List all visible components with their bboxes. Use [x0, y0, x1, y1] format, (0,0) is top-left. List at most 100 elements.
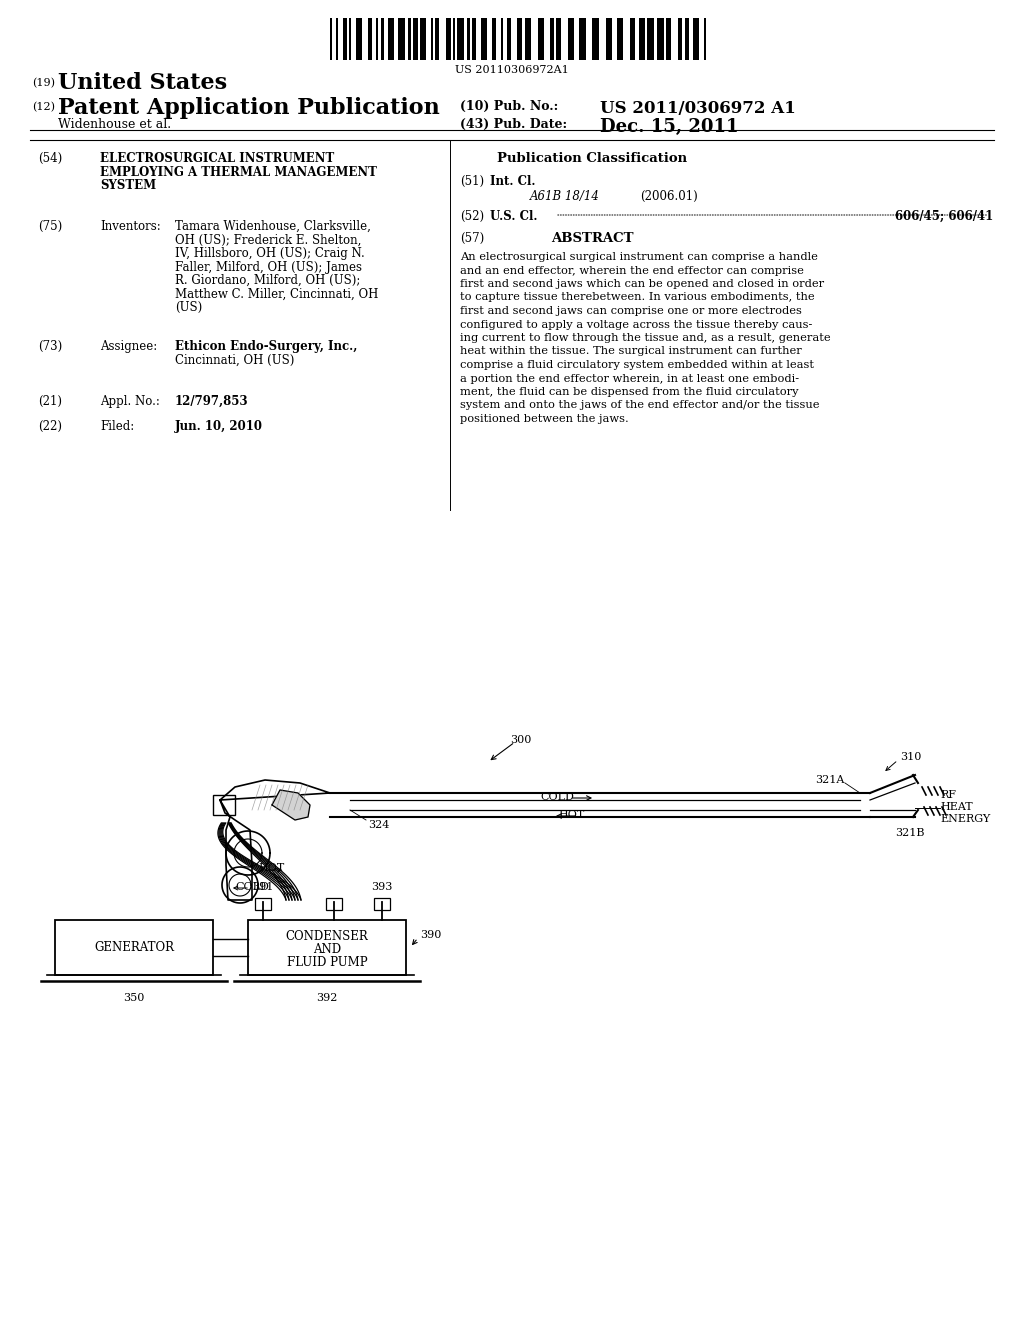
Text: ABSTRACT: ABSTRACT	[551, 232, 633, 246]
Bar	[255, 898, 271, 909]
Text: 390: 390	[420, 931, 441, 940]
Bar	[349, 18, 351, 59]
Bar	[376, 18, 378, 59]
Bar	[568, 18, 574, 59]
Text: 606/45; 606/41: 606/45; 606/41	[895, 210, 993, 223]
Bar	[55, 920, 213, 975]
Text: Dec. 15, 2011: Dec. 15, 2011	[600, 117, 738, 136]
Text: Publication Classification: Publication Classification	[497, 152, 687, 165]
Bar	[368, 18, 372, 59]
Text: 300: 300	[510, 735, 531, 744]
Text: 350: 350	[123, 993, 144, 1003]
Bar	[343, 18, 347, 59]
Bar	[685, 18, 689, 59]
Text: ELECTROSURGICAL INSTRUMENT: ELECTROSURGICAL INSTRUMENT	[100, 152, 334, 165]
Bar	[381, 18, 384, 59]
Bar	[398, 18, 406, 59]
Bar	[213, 795, 234, 814]
Bar	[492, 18, 496, 59]
Text: A61B 18/14: A61B 18/14	[530, 190, 600, 203]
Bar	[501, 18, 503, 59]
Bar	[431, 18, 433, 59]
Text: OH (US); Frederick E. Shelton,: OH (US); Frederick E. Shelton,	[175, 234, 361, 247]
Text: Widenhouse et al.: Widenhouse et al.	[58, 117, 171, 131]
Text: system and onto the jaws of the end effector and/or the tissue: system and onto the jaws of the end effe…	[460, 400, 819, 411]
Bar	[639, 18, 645, 59]
Text: GENERATOR: GENERATOR	[94, 941, 174, 954]
Text: HOT: HOT	[558, 810, 585, 820]
Text: Appl. No.:: Appl. No.:	[100, 395, 160, 408]
Text: Matthew C. Miller, Cincinnati, OH: Matthew C. Miller, Cincinnati, OH	[175, 288, 379, 301]
Text: (75): (75)	[38, 220, 62, 234]
Text: (19): (19)	[32, 78, 55, 88]
Text: US 2011/0306972 A1: US 2011/0306972 A1	[600, 100, 796, 117]
Bar	[693, 18, 699, 59]
Text: first and second jaws which can be opened and closed in order: first and second jaws which can be opene…	[460, 279, 824, 289]
Text: COLD: COLD	[234, 882, 269, 892]
Text: 321A: 321A	[816, 775, 845, 785]
Text: HOT: HOT	[258, 863, 285, 873]
Bar	[374, 898, 389, 909]
Bar	[330, 18, 332, 59]
Text: Filed:: Filed:	[100, 420, 134, 433]
Bar	[538, 18, 544, 59]
Text: US 20110306972A1: US 20110306972A1	[455, 65, 569, 75]
Bar	[556, 18, 561, 59]
Text: (21): (21)	[38, 395, 62, 408]
Bar	[356, 18, 362, 59]
Text: (73): (73)	[38, 341, 62, 352]
Bar	[592, 18, 599, 59]
Text: (10) Pub. No.:: (10) Pub. No.:	[460, 100, 558, 114]
Bar	[435, 18, 439, 59]
Text: 324: 324	[368, 820, 389, 830]
Bar	[388, 18, 394, 59]
Bar	[630, 18, 635, 59]
Bar	[666, 18, 671, 59]
Bar	[579, 18, 586, 59]
Bar	[457, 18, 464, 59]
Bar	[446, 18, 451, 59]
Text: 391: 391	[252, 882, 273, 892]
Text: U.S. Cl.: U.S. Cl.	[490, 210, 538, 223]
Text: to capture tissue therebetween. In various embodiments, the: to capture tissue therebetween. In vario…	[460, 293, 815, 302]
Text: ENERGY: ENERGY	[940, 814, 990, 824]
Text: 321B: 321B	[895, 828, 925, 838]
Text: SYSTEM: SYSTEM	[100, 180, 156, 191]
Text: Int. Cl.: Int. Cl.	[490, 176, 536, 187]
Bar	[336, 18, 338, 59]
Text: Ethicon Endo-Surgery, Inc.,: Ethicon Endo-Surgery, Inc.,	[175, 341, 357, 352]
Text: Assignee:: Assignee:	[100, 341, 158, 352]
Bar	[647, 18, 654, 59]
Bar	[606, 18, 612, 59]
Bar	[420, 18, 426, 59]
Text: CONDENSER: CONDENSER	[286, 931, 369, 942]
Text: (2006.01): (2006.01)	[640, 190, 697, 203]
Text: 310: 310	[900, 752, 922, 762]
Bar	[657, 18, 664, 59]
Text: R. Giordano, Milford, OH (US);: R. Giordano, Milford, OH (US);	[175, 275, 360, 286]
Bar	[481, 18, 487, 59]
Bar	[525, 18, 531, 59]
Bar	[472, 18, 476, 59]
Text: (22): (22)	[38, 420, 62, 433]
Bar	[453, 18, 455, 59]
Text: ment, the fluid can be dispensed from the fluid circulatory: ment, the fluid can be dispensed from th…	[460, 387, 799, 397]
Text: 12/797,853: 12/797,853	[175, 395, 249, 408]
Text: a portion the end effector wherein, in at least one embodi-: a portion the end effector wherein, in a…	[460, 374, 799, 384]
Polygon shape	[272, 789, 310, 820]
Text: United States: United States	[58, 73, 227, 94]
Bar	[517, 18, 522, 59]
Bar	[507, 18, 511, 59]
Text: Cincinnati, OH (US): Cincinnati, OH (US)	[175, 354, 294, 367]
Text: (51): (51)	[460, 176, 484, 187]
Text: positioned between the jaws.: positioned between the jaws.	[460, 414, 629, 424]
Text: ing current to flow through the tissue and, as a result, generate: ing current to flow through the tissue a…	[460, 333, 830, 343]
Text: COLD: COLD	[540, 792, 573, 803]
Bar	[413, 18, 418, 59]
Bar	[248, 920, 406, 975]
Text: comprise a fluid circulatory system embedded within at least: comprise a fluid circulatory system embe…	[460, 360, 814, 370]
Text: and an end effector, wherein the end effector can comprise: and an end effector, wherein the end eff…	[460, 265, 804, 276]
Text: Jun. 10, 2010: Jun. 10, 2010	[175, 420, 263, 433]
Text: (US): (US)	[175, 301, 203, 314]
Text: 392: 392	[316, 993, 338, 1003]
